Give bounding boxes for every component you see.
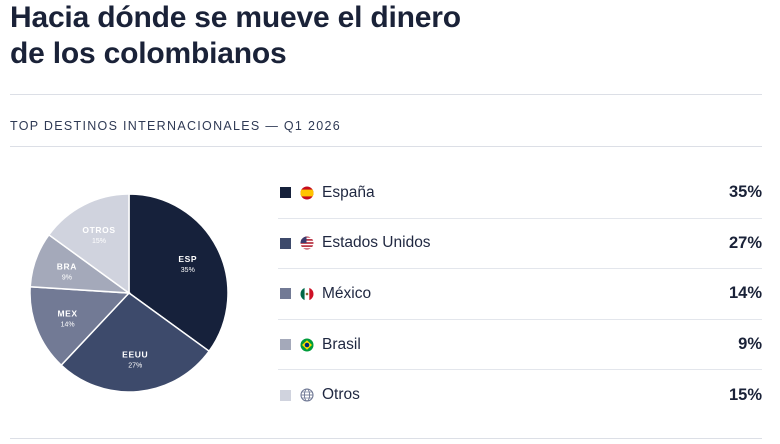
pie-value-bra: 9% bbox=[62, 275, 72, 282]
globe-icon bbox=[300, 388, 314, 402]
legend-label: España bbox=[322, 183, 375, 201]
page-title: Hacia dónde se mueve el dinero de los co… bbox=[10, 0, 461, 72]
pie-label-bra: BRA bbox=[57, 262, 77, 272]
legend-row-bra: Brasil 9% bbox=[278, 320, 762, 371]
legend-swatch bbox=[280, 389, 291, 401]
legend-row-mex: México 14% bbox=[278, 269, 762, 320]
legend-row-esp: España 35% bbox=[278, 168, 762, 219]
pie-slice-mex bbox=[29, 285, 131, 367]
top-divider bbox=[10, 94, 762, 95]
legend-label: Otros bbox=[322, 386, 360, 404]
chart-subtitle: TOP DESTINOS INTERNACIONALES — Q1 2026 bbox=[10, 119, 341, 133]
legend-value: 9% bbox=[738, 335, 762, 354]
legend-label: Brasil bbox=[322, 335, 361, 353]
pie-label-mex: MEX bbox=[57, 308, 77, 318]
mexico-flag-icon bbox=[300, 287, 314, 301]
title-line-2: de los colombianos bbox=[10, 37, 287, 70]
legend-swatch bbox=[280, 237, 291, 249]
legend-swatch bbox=[280, 339, 291, 351]
pie-label-otros: OTROS bbox=[82, 225, 115, 235]
pie-slice-otros bbox=[47, 193, 130, 295]
pie-label-esp: ESP bbox=[178, 254, 197, 264]
legend: España 35% Estados Unidos 27% México 14% Brasi… bbox=[278, 168, 762, 420]
pie-chart: ESP 35% EEUU 27% MEX 14% BRA 9% OTROS 15% bbox=[29, 193, 229, 393]
title-line-1: Hacia dónde se mueve el dinero bbox=[10, 1, 461, 34]
legend-swatch bbox=[280, 288, 291, 300]
spain-flag-icon bbox=[300, 186, 314, 200]
pie-value-eeuu: 27% bbox=[128, 363, 142, 370]
legend-value: 14% bbox=[728, 284, 762, 303]
legend-value: 35% bbox=[728, 183, 762, 202]
pie-value-otros: 15% bbox=[92, 238, 106, 245]
subtitle-divider bbox=[10, 146, 762, 147]
legend-label: México bbox=[322, 284, 372, 302]
pie-value-esp: 35% bbox=[181, 267, 195, 274]
pie-slice-esp bbox=[128, 193, 229, 353]
legend-value: 27% bbox=[728, 233, 762, 252]
brazil-flag-icon bbox=[300, 338, 314, 352]
pie-value-mex: 14% bbox=[61, 321, 75, 328]
pie-slice-eeuu bbox=[60, 292, 211, 393]
pie-label-eeuu: EEUU bbox=[122, 350, 148, 360]
legend-label: Estados Unidos bbox=[322, 234, 431, 252]
legend-row-otros: Otros 15% bbox=[278, 370, 762, 420]
usa-flag-icon bbox=[300, 236, 314, 250]
legend-value: 15% bbox=[728, 385, 762, 404]
legend-row-eeuu: Estados Unidos 27% bbox=[278, 219, 762, 270]
legend-swatch bbox=[280, 187, 291, 199]
bottom-divider bbox=[10, 438, 762, 439]
